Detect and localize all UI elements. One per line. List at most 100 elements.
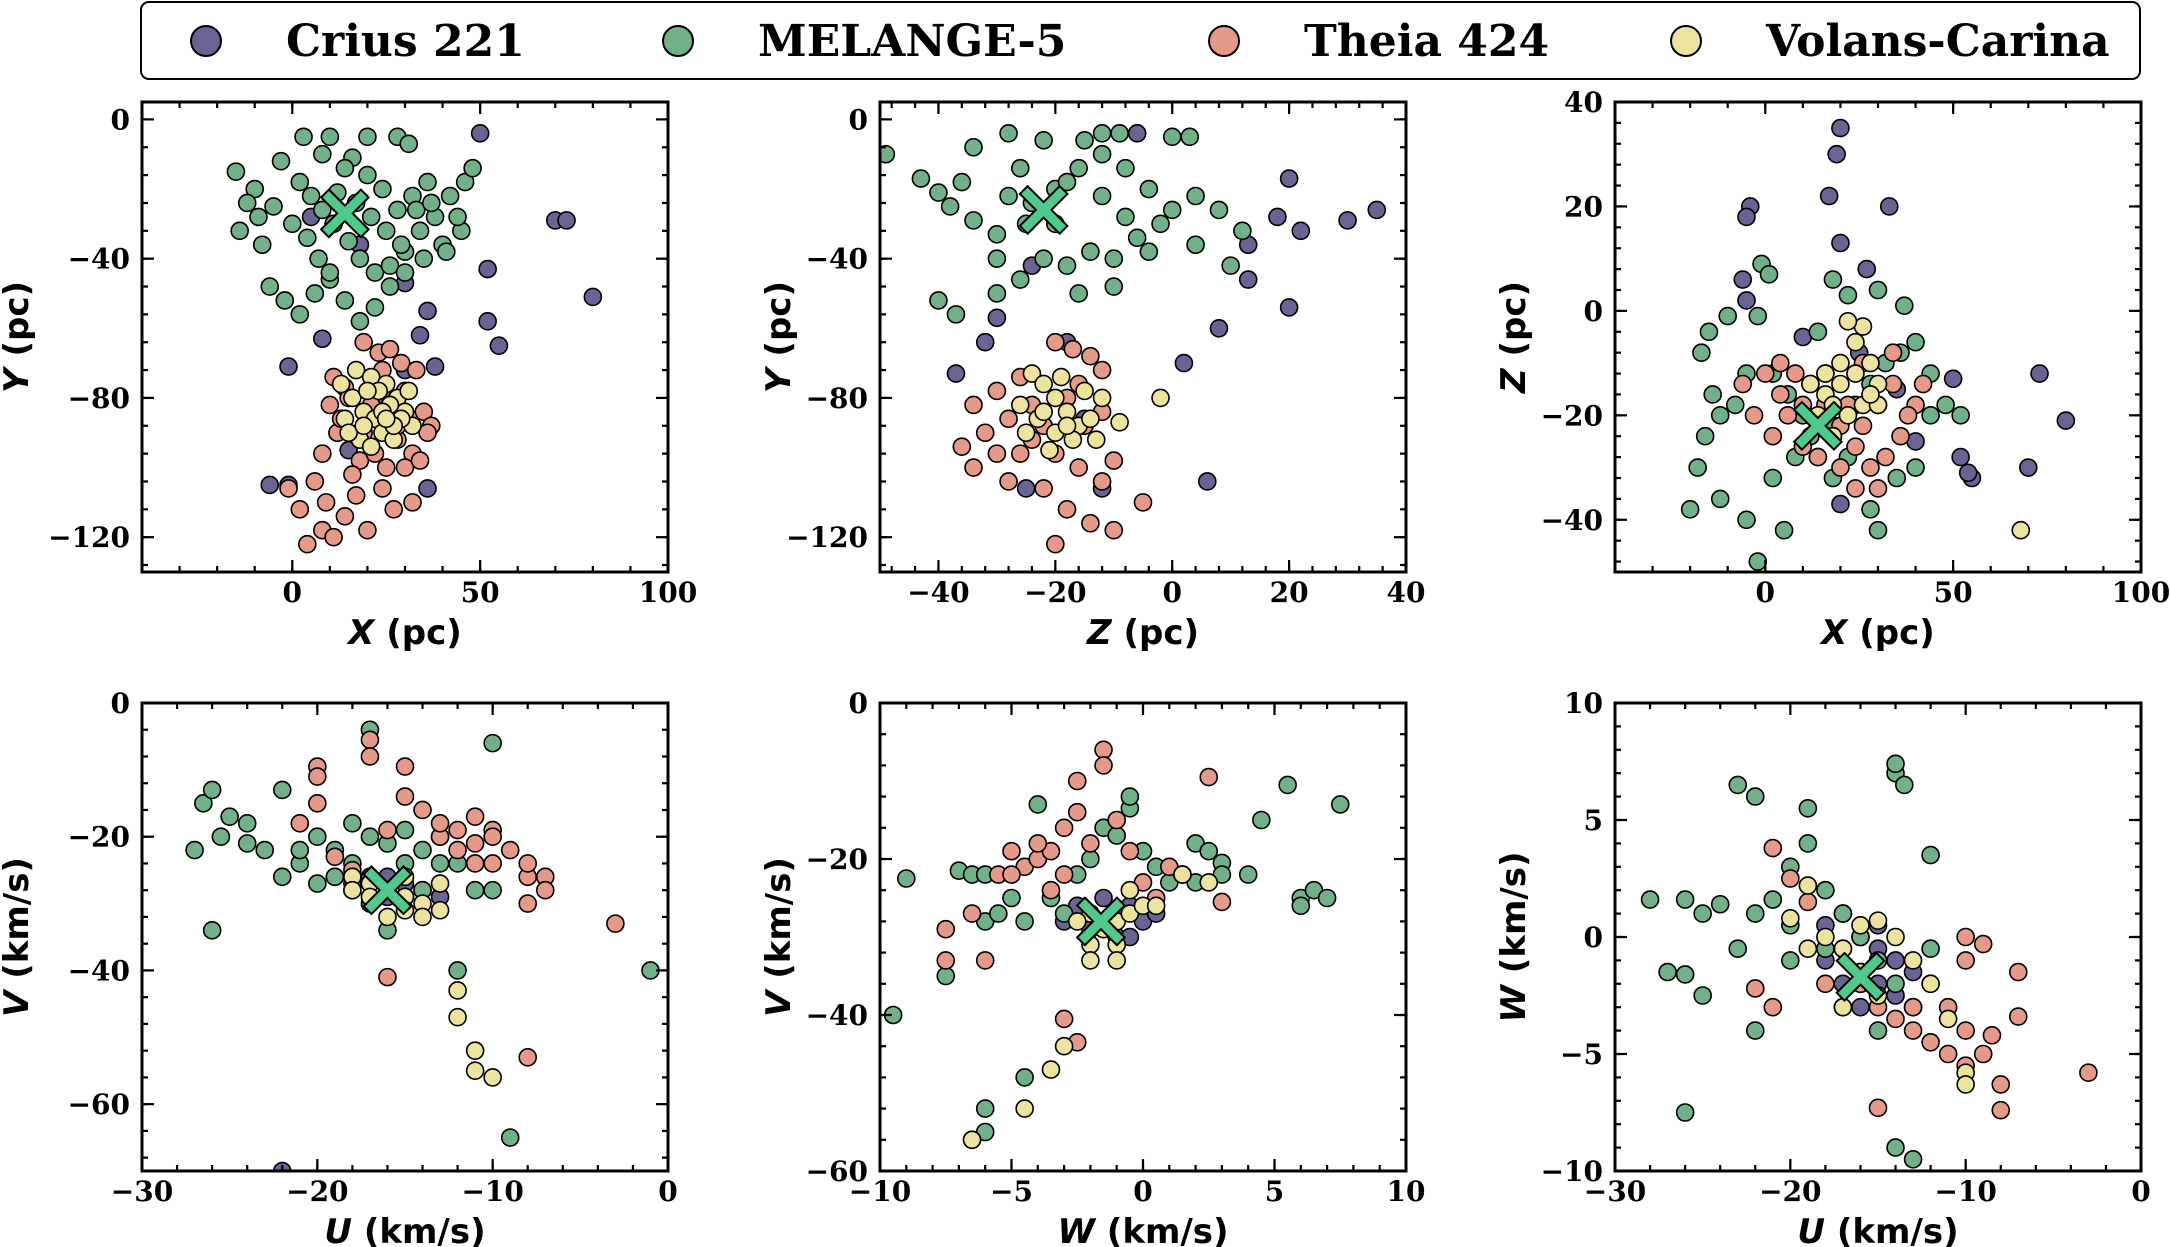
data-point (185, 840, 204, 860)
data-point (936, 951, 956, 970)
data-point (373, 179, 392, 199)
data-point (1151, 214, 1170, 234)
data-point (1816, 880, 1835, 900)
data-point (308, 793, 327, 813)
data-point (1781, 908, 1800, 928)
ticks (1613, 100, 2143, 572)
data-point (1075, 130, 1094, 150)
data-point (1816, 927, 1835, 947)
data-point (489, 336, 509, 356)
data-point (1973, 934, 1993, 954)
x-tick-label: −20 (1024, 576, 1086, 609)
data-point (936, 966, 956, 986)
data-point (557, 211, 576, 230)
data-point (465, 834, 485, 853)
data-point (1733, 374, 1753, 394)
data-point (1903, 951, 1923, 970)
x-axis-label: U (km/s) (324, 1212, 485, 1247)
data-point (987, 284, 1007, 303)
data-point (373, 479, 392, 498)
data-point (1199, 841, 1219, 861)
data-point (1982, 1025, 2002, 1045)
data-point (1718, 306, 1738, 326)
x-axis-unit: (pc) (1847, 613, 1934, 653)
data-point (1886, 927, 1905, 947)
data-point (999, 472, 1018, 491)
data-point (1680, 500, 1700, 519)
data-point (1054, 818, 1074, 838)
legend-entry: Volans-Carina (1670, 16, 2110, 67)
data-point (1921, 845, 1940, 865)
center-marker (1792, 400, 1844, 451)
ticks (140, 701, 670, 1171)
data-point (999, 186, 1018, 206)
data-point (378, 820, 397, 840)
data-point (1798, 798, 1818, 818)
x-tick-label: 10 (1387, 1175, 1426, 1208)
data-point (1054, 1036, 1074, 1056)
data-point (1221, 256, 1240, 275)
x-tick-label: −20 (1759, 1175, 1821, 1208)
data-point (987, 224, 1007, 244)
data-point (946, 305, 966, 324)
data-point (1781, 869, 1800, 888)
data-point (896, 869, 916, 888)
data-point (1857, 259, 1877, 279)
data-point (358, 520, 377, 540)
data-point (1838, 285, 1858, 305)
data-point (358, 381, 377, 401)
legend-label: MELANGE-5 (758, 16, 1066, 67)
data-point (226, 162, 246, 181)
data-point (230, 221, 249, 241)
data-point (1081, 951, 1100, 970)
data-point (1069, 158, 1089, 178)
data-point (1886, 754, 1905, 774)
data-point (410, 221, 430, 241)
data-point (1151, 388, 1170, 408)
data-point (1022, 364, 1042, 383)
data-point (1879, 197, 1899, 216)
data-point (1744, 406, 1764, 425)
y-tick-label: −40 (68, 954, 130, 987)
data-point (1693, 904, 1712, 923)
y-tick-label: −60 (68, 1088, 130, 1121)
data-point (1104, 520, 1124, 540)
data-point (425, 357, 445, 376)
data-point (1693, 986, 1712, 1005)
data-point (316, 493, 336, 512)
data-point (1197, 472, 1217, 491)
data-point (1199, 767, 1219, 787)
data-point (465, 1041, 485, 1060)
data-point (298, 228, 317, 248)
data-point (1107, 826, 1126, 845)
data-point (346, 486, 366, 505)
data-point (1075, 381, 1094, 401)
data-point (1002, 888, 1021, 908)
data-point (1710, 894, 1730, 914)
data-point (271, 151, 291, 171)
data-point (1034, 402, 1053, 422)
scatter-panel: −10 −5 0 5 100−20−40−60W (km/s)V (km/s) (759, 687, 1425, 1247)
data-point (430, 874, 450, 893)
data-point (964, 458, 983, 477)
x-axis-variable: W (1057, 1212, 1096, 1247)
data-point (1675, 1103, 1695, 1122)
x-tick-label: 100 (639, 576, 697, 609)
data-point (1041, 1060, 1061, 1079)
data-point (339, 231, 358, 251)
data-point (1943, 369, 1963, 389)
data-point (1831, 374, 1850, 394)
data-point (1895, 775, 1914, 795)
data-point (1186, 235, 1205, 255)
y-tick-label: −20 (1541, 399, 1603, 432)
data-point (465, 880, 485, 900)
data-point (395, 458, 415, 477)
data-point (430, 854, 450, 873)
data-point (260, 277, 280, 296)
data-point (1209, 318, 1229, 338)
data-point (1120, 880, 1140, 900)
data-point (354, 416, 373, 436)
data-point (1786, 364, 1805, 383)
x-axis-variable: U (324, 1212, 352, 1247)
